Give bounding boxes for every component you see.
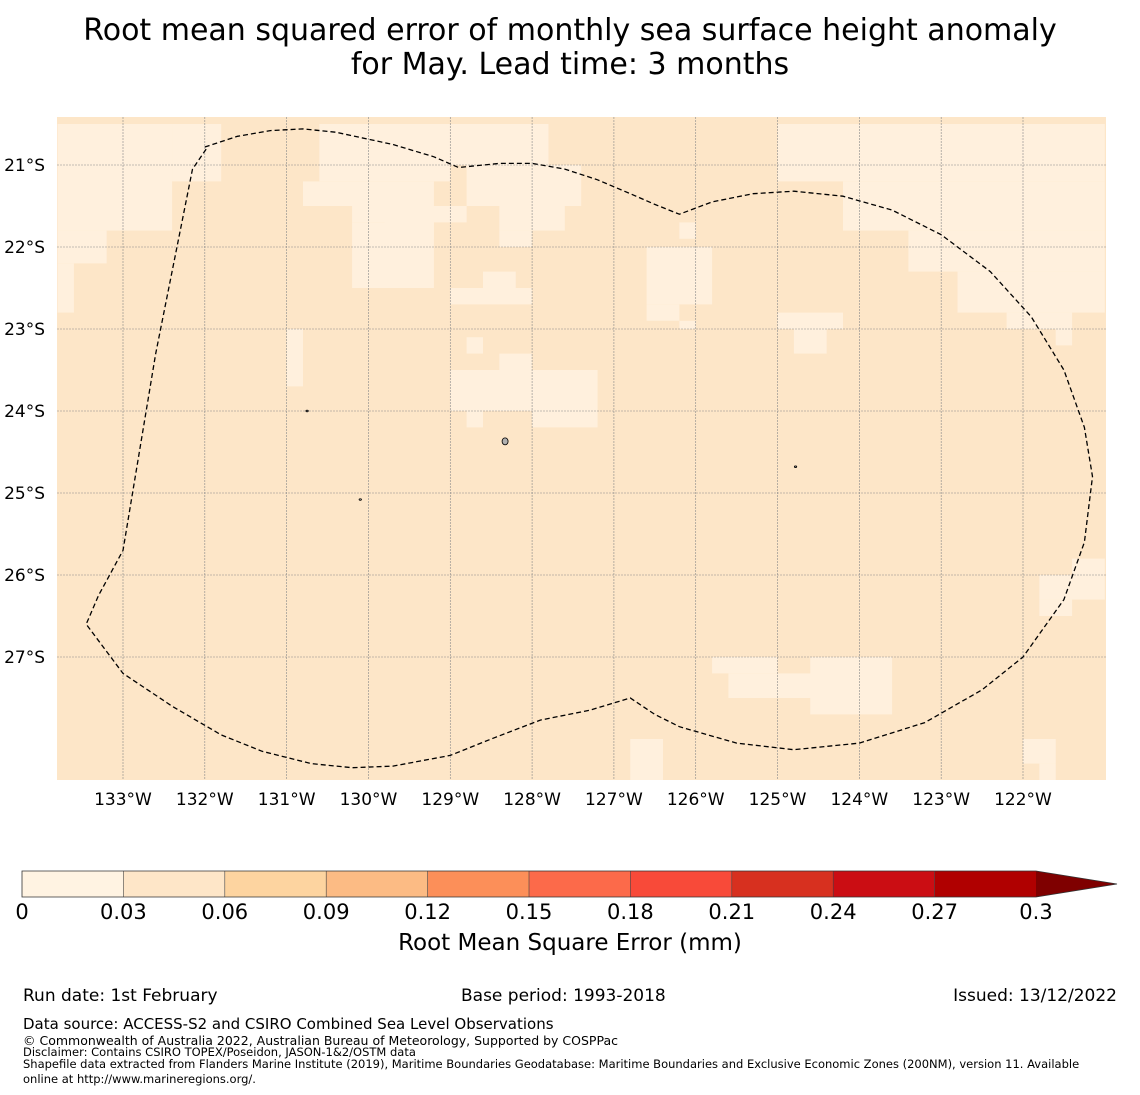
low-error-cell [483, 271, 516, 288]
low-error-cell [908, 230, 1105, 272]
graticule [57, 117, 1106, 780]
lat-tick-label: 23°S [4, 320, 45, 340]
latitude-labels: 21°S 22°S 23°S 24°S 25°S 26°S 27°S [4, 156, 45, 668]
low-error-cell [679, 222, 696, 239]
low-error-cell [466, 165, 582, 206]
lat-tick-label: 26°S [4, 566, 45, 586]
colorbar-segment [529, 871, 631, 897]
lon-tick-label: 122°W [994, 790, 1052, 810]
colorbar [21, 870, 1118, 898]
lon-tick-label: 130°W [340, 790, 398, 810]
colorbar-segment [427, 871, 529, 897]
low-error-cell [1039, 575, 1105, 600]
colorbar-segment [630, 871, 732, 897]
low-error-cell [466, 411, 483, 428]
lat-tick-label: 21°S [4, 156, 45, 176]
lon-tick-label: 129°W [421, 790, 479, 810]
lon-tick-label: 128°W [503, 790, 561, 810]
colorbar-tick-label: 0.18 [607, 900, 654, 924]
colorbar-tick-label: 0.21 [708, 900, 756, 924]
low-error-cell [286, 329, 303, 387]
colorbar-segment [731, 871, 834, 897]
issued-date: Issued: 13/12/2022 [953, 986, 1117, 1006]
colorbar-segment [123, 871, 225, 897]
colorbar-tick-label: 0.12 [404, 900, 451, 924]
low-error-cell [466, 337, 483, 354]
base-period: Base period: 1993-2018 [461, 986, 666, 1006]
low-error-cell [646, 304, 680, 321]
low-error-cell [450, 124, 549, 165]
low-error-cell [1039, 763, 1056, 780]
colorbar-outline [21, 870, 1118, 898]
lon-tick-label: 127°W [585, 790, 643, 810]
low-error-cell [532, 411, 598, 428]
low-error-cell [450, 288, 533, 305]
island [793, 465, 798, 468]
colorbar-title: Root Mean Square Error (mm) [398, 930, 742, 956]
title-line-2: for May. Lead time: 3 months [350, 47, 790, 82]
low-error-cell [957, 271, 1105, 313]
colorbar-tick-label: 0.3 [1019, 900, 1053, 924]
shapefile-credit-line2: online at http://www.marineregions.org/. [23, 1072, 256, 1086]
low-error-cell [499, 230, 533, 247]
colorbar-tick-label: 0.03 [100, 900, 147, 924]
low-error-cell [777, 312, 843, 329]
low-error-cell [810, 657, 893, 715]
lon-tick-label: 124°W [830, 790, 888, 810]
lat-tick-label: 25°S [4, 484, 45, 504]
low-error-cell [712, 657, 778, 674]
shapefile-credit-line1: Shapefile data extracted from Flanders M… [23, 1057, 1080, 1071]
low-error-cell [499, 353, 533, 370]
data-source: Data source: ACCESS-S2 and CSIRO Combine… [23, 1015, 554, 1033]
low-error-cell [57, 124, 173, 231]
lon-tick-label: 123°W [912, 790, 970, 810]
colorbar-tick-label: 0 [15, 900, 29, 924]
island [501, 437, 509, 446]
low-error-cell [1039, 599, 1073, 616]
colorbar-segment [833, 871, 935, 897]
low-error-cell [450, 370, 598, 411]
low-error-cell [679, 320, 696, 329]
islands-layer [305, 409, 798, 501]
disclaimer: Disclaimer: Contains CSIRO TOPEX/Poseido… [23, 1045, 416, 1059]
low-error-cell [172, 124, 222, 182]
lat-tick-label: 22°S [4, 238, 45, 258]
colorbar-extend-arrow [1036, 871, 1117, 897]
low-error-cell [630, 739, 663, 780]
run-date: Run date: 1st February [23, 986, 218, 1006]
eez-boundary-dashed [85, 128, 1094, 769]
low-error-cell [1055, 329, 1073, 346]
island [358, 498, 362, 501]
colorbar-segment [326, 871, 428, 897]
low-error-cell [1006, 312, 1073, 329]
colorbar-tick-label: 0.27 [911, 900, 958, 924]
low-error-cell [384, 181, 434, 239]
colorbar-tick-label: 0.24 [809, 900, 857, 924]
colorbar-segment [934, 871, 1036, 897]
lon-tick-label: 126°W [667, 790, 725, 810]
low-error-cell [793, 329, 827, 354]
lon-tick-label: 125°W [749, 790, 807, 810]
lon-tick-label: 132°W [176, 790, 234, 810]
low-error-cell [1072, 558, 1105, 575]
colorbar-segment [22, 871, 124, 897]
island [305, 409, 309, 413]
low-error-cell [1023, 739, 1056, 764]
lon-tick-label: 133°W [94, 790, 152, 810]
lat-tick-label: 24°S [4, 402, 45, 422]
copyright: © Commonwealth of Australia 2022, Austra… [23, 1033, 618, 1048]
low-error-cell [57, 263, 74, 313]
colorbar-tick-label: 0.06 [201, 900, 249, 924]
colorbar-segment [224, 871, 327, 897]
lat-tick-label: 27°S [4, 648, 45, 668]
chart-title: Root mean squared error of monthly sea s… [0, 14, 1140, 82]
title-line-1: Root mean squared error of monthly sea s… [83, 13, 1057, 48]
colorbar-tick-label: 0.09 [302, 900, 350, 924]
colorbar-tick-label: 0.15 [505, 900, 553, 924]
longitude-labels: 133°W 132°W 131°W 130°W 129°W 128°W 127°W 126°W… [94, 790, 1052, 810]
lon-tick-label: 131°W [258, 790, 316, 810]
low-error-cell [646, 247, 713, 305]
low-error-cell [843, 181, 1105, 231]
